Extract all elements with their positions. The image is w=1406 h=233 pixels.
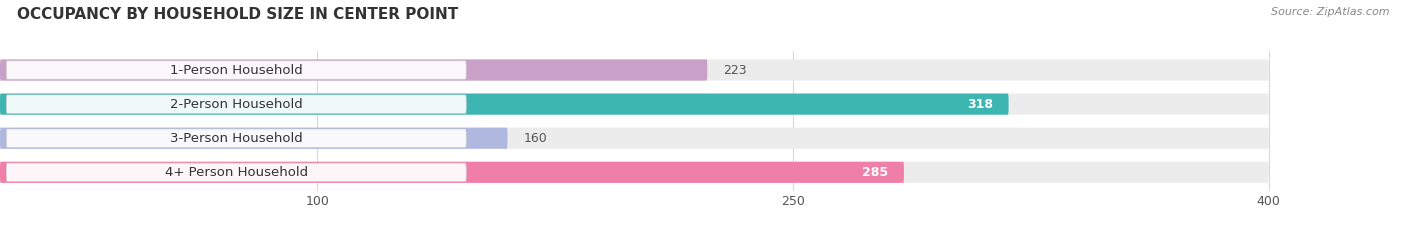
FancyBboxPatch shape bbox=[7, 163, 467, 182]
Text: 1-Person Household: 1-Person Household bbox=[170, 64, 302, 76]
Text: 285: 285 bbox=[862, 166, 889, 179]
FancyBboxPatch shape bbox=[0, 59, 1268, 81]
Text: 223: 223 bbox=[723, 64, 747, 76]
FancyBboxPatch shape bbox=[7, 95, 467, 113]
Text: 318: 318 bbox=[967, 98, 993, 111]
Text: 160: 160 bbox=[523, 132, 547, 145]
FancyBboxPatch shape bbox=[0, 128, 508, 149]
FancyBboxPatch shape bbox=[7, 61, 467, 79]
Text: 4+ Person Household: 4+ Person Household bbox=[165, 166, 308, 179]
Text: OCCUPANCY BY HOUSEHOLD SIZE IN CENTER POINT: OCCUPANCY BY HOUSEHOLD SIZE IN CENTER PO… bbox=[17, 7, 458, 22]
Text: 3-Person Household: 3-Person Household bbox=[170, 132, 302, 145]
FancyBboxPatch shape bbox=[0, 128, 1268, 149]
FancyBboxPatch shape bbox=[0, 162, 904, 183]
FancyBboxPatch shape bbox=[7, 129, 467, 147]
Text: 2-Person Household: 2-Person Household bbox=[170, 98, 302, 111]
FancyBboxPatch shape bbox=[0, 162, 1268, 183]
Text: Source: ZipAtlas.com: Source: ZipAtlas.com bbox=[1271, 7, 1389, 17]
FancyBboxPatch shape bbox=[0, 59, 707, 81]
FancyBboxPatch shape bbox=[0, 93, 1008, 115]
FancyBboxPatch shape bbox=[0, 93, 1268, 115]
